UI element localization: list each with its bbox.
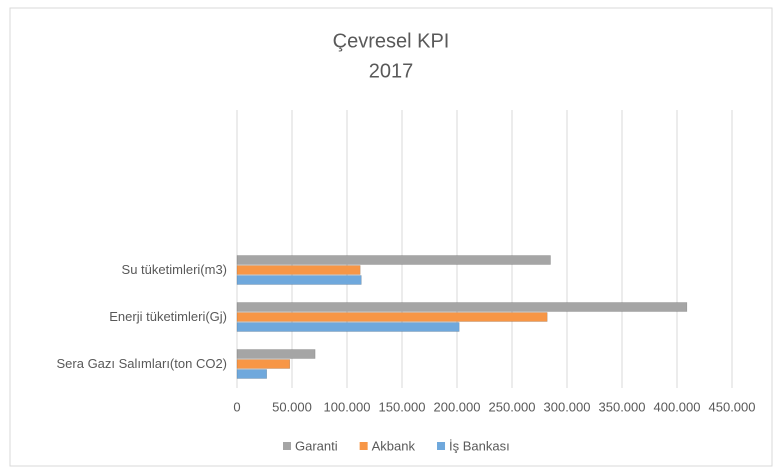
x-tick-label: 150.000	[379, 399, 426, 414]
legend-label: İş Bankası	[449, 438, 510, 453]
x-tick-label: 0	[233, 399, 240, 414]
chart-frame	[9, 7, 773, 467]
bar	[236, 312, 548, 322]
legend-swatch	[359, 442, 368, 450]
y-tick-label: Su tüketimleri(m3)	[122, 262, 227, 277]
chart-subtitle: 2017	[369, 60, 414, 82]
x-tick-label: 400.000	[654, 399, 701, 414]
x-tick-label: 250.000	[489, 399, 536, 414]
legend-swatch	[283, 442, 291, 450]
x-tick-label: 50.000	[272, 399, 312, 414]
legend-label: Akbank	[372, 438, 416, 453]
x-tick-label: 100.000	[324, 399, 371, 414]
bar	[236, 322, 460, 332]
bar	[236, 369, 267, 379]
x-tick-label: 350.000	[599, 399, 646, 414]
bar	[236, 302, 688, 312]
bar	[236, 359, 291, 369]
bar	[236, 349, 316, 359]
y-tick-label: Enerji tüketimleri(Gj)	[109, 309, 227, 324]
bar	[236, 265, 361, 275]
chart-title: Çevresel KPI	[333, 30, 450, 52]
y-tick-label: Sera Gazı Salımları(ton CO2)	[57, 356, 228, 371]
x-tick-label: 200.000	[434, 399, 481, 414]
legend-label: Garanti	[295, 438, 338, 453]
legend-swatch	[437, 442, 446, 450]
bar	[236, 255, 551, 265]
bar	[236, 275, 362, 285]
x-tick-label: 450.000	[709, 399, 756, 414]
x-tick-label: 300.000	[544, 399, 591, 414]
